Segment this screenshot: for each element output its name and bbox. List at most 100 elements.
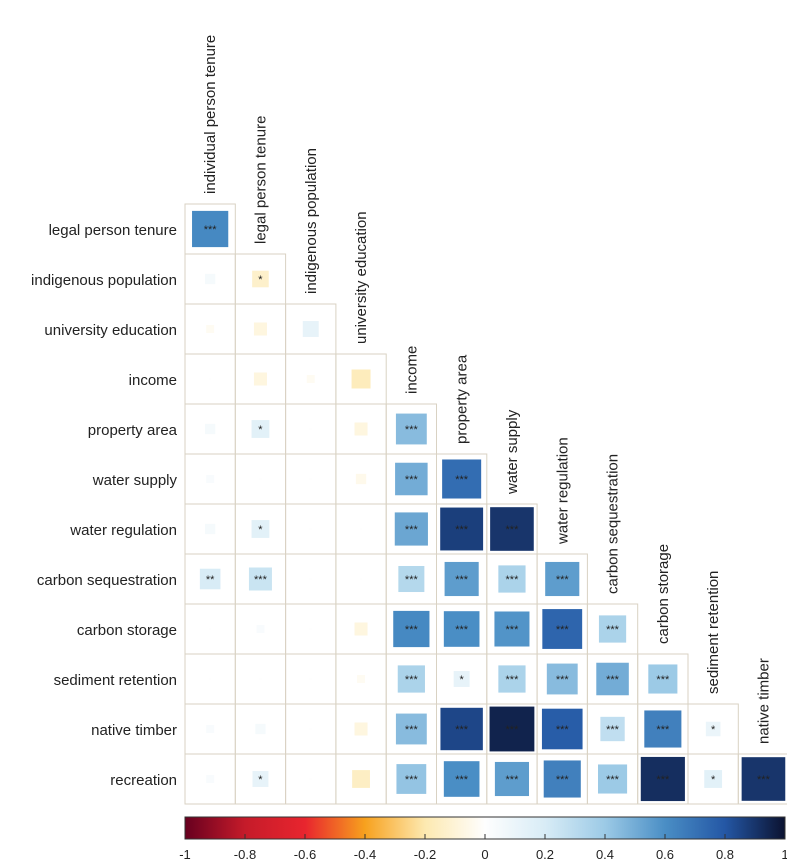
correlation-square xyxy=(443,611,480,647)
significance-label: *** xyxy=(455,574,469,586)
significance-label: *** xyxy=(405,524,419,536)
correlation-square xyxy=(704,770,723,788)
significance-label: *** xyxy=(606,724,620,736)
correlation-square xyxy=(205,423,216,435)
correlation-square xyxy=(357,675,366,683)
significance-label: *** xyxy=(556,574,570,586)
significance-label: * xyxy=(460,674,465,686)
significance-label: *** xyxy=(405,724,419,736)
colorbar-tick-label: 0.8 xyxy=(716,847,734,862)
correlation-square xyxy=(206,325,215,333)
significance-label: *** xyxy=(455,724,469,736)
significance-label: *** xyxy=(455,474,469,486)
significance-label: *** xyxy=(405,474,419,486)
column-label: legal person tenure xyxy=(252,116,269,244)
correlation-square xyxy=(644,710,682,748)
column-label: property area xyxy=(454,354,471,444)
correlation-square xyxy=(259,678,262,680)
correlation-square xyxy=(354,422,368,436)
correlation-square xyxy=(395,462,428,496)
row-label: water supply xyxy=(92,472,178,489)
correlation-square xyxy=(192,210,229,248)
column-label: carbon storage xyxy=(655,544,672,644)
correlation-square xyxy=(309,428,312,430)
correlation-square xyxy=(251,420,270,438)
significance-label: *** xyxy=(656,674,670,686)
heatmap-cells: ***** ****** **** *** *** ***** *** *** *** *** **… xyxy=(192,210,786,802)
correlation-square xyxy=(259,478,262,480)
correlation-square xyxy=(255,723,266,735)
row-label: native timber xyxy=(91,722,177,739)
row-label: legal person tenure xyxy=(49,222,177,239)
correlation-square xyxy=(352,770,370,788)
colorbar-tick-label: -0.2 xyxy=(414,847,436,862)
correlation-square xyxy=(543,760,581,798)
colorbar-tick-label: 0.4 xyxy=(596,847,614,862)
correlation-square xyxy=(444,561,479,597)
significance-label: * xyxy=(258,274,263,286)
significance-label: *** xyxy=(506,574,520,586)
correlation-square xyxy=(209,678,212,680)
significance-label: *** xyxy=(506,624,520,636)
significance-label: *** xyxy=(656,724,670,736)
row-label: income xyxy=(129,372,177,389)
significance-label: *** xyxy=(405,574,419,586)
correlation-square xyxy=(741,757,786,801)
row-labels: legal person tenure indigenous population… xyxy=(31,222,178,789)
colorbar-tick-label: 1 xyxy=(781,847,787,862)
correlation-square xyxy=(541,708,583,750)
correlation-square xyxy=(489,706,535,752)
row-label: carbon storage xyxy=(77,622,177,639)
correlation-square xyxy=(490,507,534,551)
significance-label: *** xyxy=(506,774,520,786)
heatmap-grid xyxy=(184,203,787,805)
correlation-square xyxy=(354,622,368,636)
row-label: university education xyxy=(44,322,177,339)
correlation-square xyxy=(395,413,427,445)
correlation-square xyxy=(209,628,212,630)
correlation-square xyxy=(440,707,483,751)
significance-label: *** xyxy=(556,674,570,686)
colorbar-tick-label: 0.6 xyxy=(656,847,674,862)
correlation-square xyxy=(256,625,265,633)
row-label: water regulation xyxy=(69,522,177,539)
correlation-square xyxy=(309,728,312,730)
correlation-square xyxy=(309,678,312,680)
significance-label: *** xyxy=(455,774,469,786)
correlation-square xyxy=(498,665,526,693)
correlation-square xyxy=(252,771,269,787)
correlation-square xyxy=(309,528,312,530)
significance-label: *** xyxy=(506,724,520,736)
correlation-square xyxy=(309,778,312,780)
correlation-square xyxy=(398,565,425,593)
correlation-square xyxy=(354,722,368,736)
significance-label: *** xyxy=(556,724,570,736)
correlation-square xyxy=(453,671,470,687)
correlation-square xyxy=(309,628,312,630)
column-labels: individual person tenure legal person ten… xyxy=(202,35,772,744)
correlation-square xyxy=(440,507,484,551)
correlation-square xyxy=(205,523,216,535)
row-label: sediment retention xyxy=(54,672,177,689)
grid-cell xyxy=(737,753,787,805)
correlation-square xyxy=(309,478,312,480)
correlation-square xyxy=(309,578,312,580)
significance-label: * xyxy=(258,774,263,786)
correlation-square xyxy=(209,378,212,380)
correlation-square xyxy=(546,663,578,695)
column-label: carbon sequestration xyxy=(605,454,622,594)
correlation-square xyxy=(306,375,315,383)
significance-label: ** xyxy=(206,574,215,586)
correlation-square xyxy=(598,764,628,794)
correlation-square xyxy=(494,761,530,797)
significance-label: *** xyxy=(405,424,419,436)
significance-label: *** xyxy=(455,624,469,636)
colorbar-tick-label: -0.4 xyxy=(354,847,376,862)
correlation-square xyxy=(494,611,530,647)
correlation-square xyxy=(206,775,215,783)
correlation-square xyxy=(443,761,480,797)
colorbar-tick-label: 0.2 xyxy=(536,847,554,862)
significance-label: * xyxy=(258,424,263,436)
correlation-square xyxy=(206,475,215,483)
column-label: individual person tenure xyxy=(202,35,219,194)
